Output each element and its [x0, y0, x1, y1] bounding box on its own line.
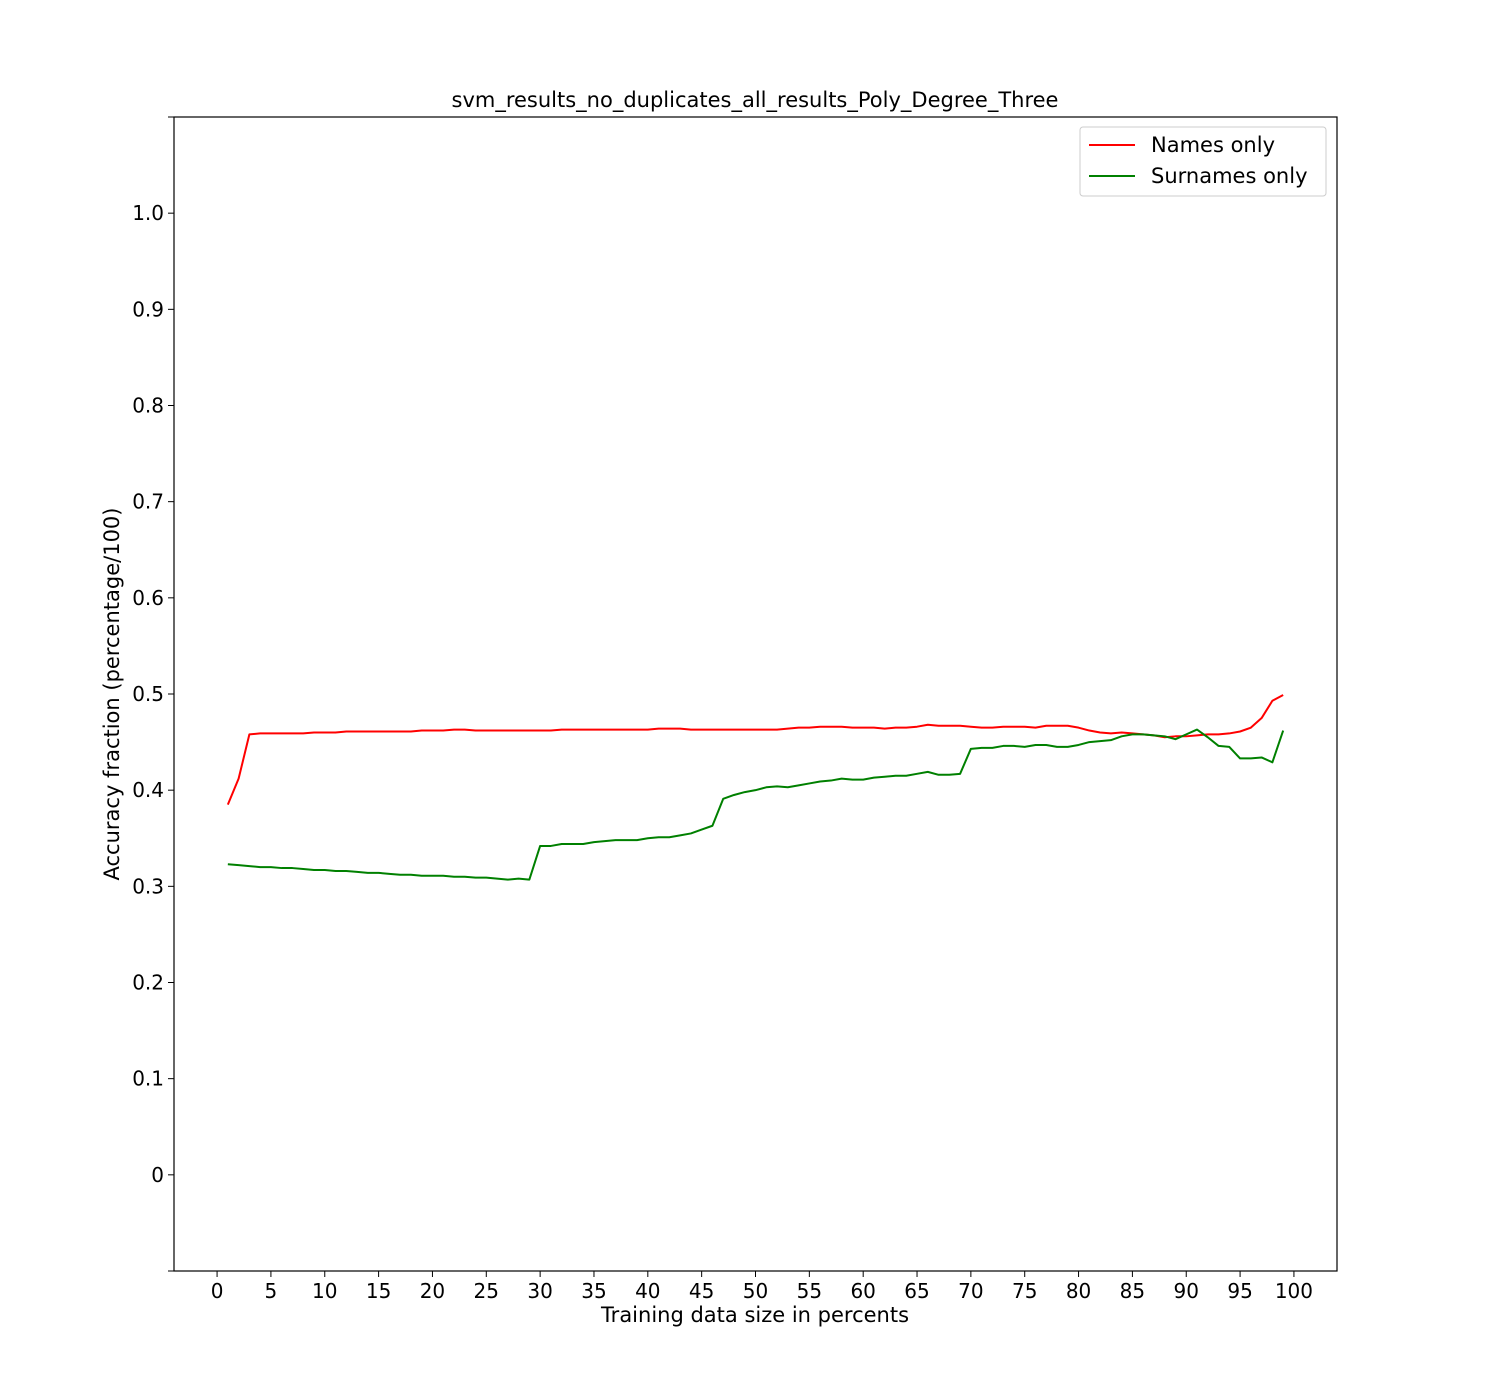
x-tick-label: 60 — [850, 1279, 875, 1303]
y-axis-label: Accuracy fraction (percentage/100) — [100, 508, 124, 881]
y-tick-label: 0 — [151, 1163, 164, 1187]
y-tick-label: 0.3 — [132, 874, 164, 898]
x-tick-label: 100 — [1275, 1279, 1313, 1303]
x-tick-label: 15 — [366, 1279, 391, 1303]
x-tick-label: 5 — [265, 1279, 278, 1303]
y-tick-label: 0.4 — [132, 778, 164, 802]
y-tick-label: 0.5 — [132, 682, 164, 706]
legend-label: Surnames only — [1151, 164, 1308, 188]
x-tick-label: 40 — [635, 1279, 660, 1303]
x-tick-label: 20 — [420, 1279, 445, 1303]
x-tick-label: 80 — [1066, 1279, 1091, 1303]
y-tick-label: 0.8 — [132, 394, 164, 418]
chart-title: svm_results_no_duplicates_all_results_Po… — [452, 88, 1059, 113]
x-tick-label: 0 — [211, 1279, 224, 1303]
y-tick-label: 1.0 — [132, 201, 164, 225]
series-line-names-only — [226, 694, 1284, 805]
x-tick-label: 90 — [1174, 1279, 1199, 1303]
x-tick-label: 35 — [581, 1279, 606, 1303]
y-tick-label: 0.6 — [132, 586, 164, 610]
x-tick-label: 85 — [1120, 1279, 1145, 1303]
legend-label: Names only — [1151, 133, 1275, 157]
axes-frame — [173, 116, 1338, 1272]
x-tick-label: 50 — [743, 1279, 768, 1303]
x-tick-label: 45 — [689, 1279, 714, 1303]
x-tick-label: 25 — [474, 1279, 499, 1303]
y-tick-label: 0.7 — [132, 490, 164, 514]
y-tick-label: 0.2 — [132, 971, 164, 995]
series-line-surnames-only — [227, 728, 1285, 881]
x-axis: 0 5 10 15 20 25 30 35 40 45 50 55 60 65 70 75 80 85 90 95 10… — [211, 1271, 1313, 1303]
x-tick-label: 30 — [527, 1279, 552, 1303]
x-tick-label: 75 — [1012, 1279, 1037, 1303]
x-tick-label: 55 — [797, 1279, 822, 1303]
y-axis: 0 0.1 0.2 0.3 0.4 0.5 0.6 0.7 0.8 0.9 1.0 — [132, 116, 174, 1272]
x-tick-label: 95 — [1227, 1279, 1252, 1303]
legend: Names only Surnames only — [1079, 126, 1327, 197]
y-tick-label: 0.1 — [132, 1067, 164, 1091]
x-tick-label: 65 — [904, 1279, 929, 1303]
x-axis-label: Training data size in percents — [600, 1303, 909, 1327]
plot-area — [226, 694, 1285, 881]
y-tick-label: 0.9 — [132, 297, 164, 321]
legend-box — [1079, 126, 1327, 197]
x-tick-label: 70 — [958, 1279, 983, 1303]
x-tick-label: 10 — [312, 1279, 337, 1303]
